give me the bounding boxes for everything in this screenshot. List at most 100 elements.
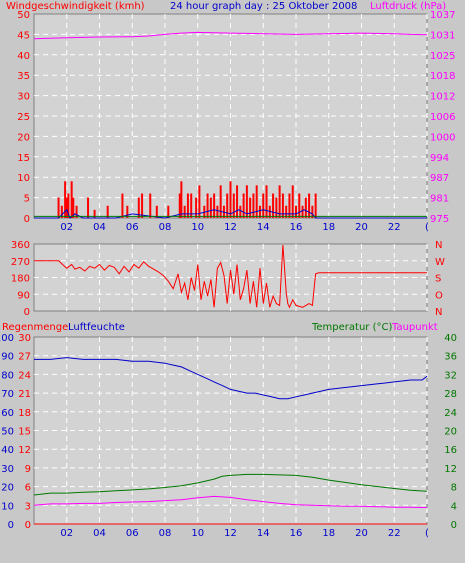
dewpoint-axis-title: Taupunkt <box>391 322 438 333</box>
rain-y-tick-label: 3 <box>25 501 31 512</box>
wind-bar <box>262 193 265 218</box>
temperature-y-tick-label: 20 <box>444 427 457 438</box>
temperature-y-tick-label: 24 <box>444 408 457 419</box>
pressure-y-tick-label: 1000 <box>430 132 455 143</box>
wind-bar <box>278 185 281 218</box>
wind-x-tick-label: 12 <box>224 222 237 233</box>
rain-y-tick-label: 30 <box>18 333 31 344</box>
pressure-y-tick-label: 975 <box>430 214 449 225</box>
wind-y-tick-label: 30 <box>17 92 30 103</box>
wind-bar <box>265 185 268 218</box>
wind-bar <box>87 197 90 218</box>
humidity-y-tick-label: 50 <box>1 427 14 438</box>
compass-tick-label: W <box>435 257 445 268</box>
wind-bar <box>209 197 212 218</box>
wind-bar <box>229 181 232 218</box>
humidity-y-tick-label: 80 <box>1 370 14 381</box>
humidity-y-tick-label: 40 <box>1 445 14 456</box>
wind-x-tick-label: 20 <box>355 222 368 233</box>
rain-y-tick-label: 0 <box>25 520 31 531</box>
pressure-y-tick-label: 994 <box>430 153 449 164</box>
dewpoint-line <box>33 495 428 509</box>
wind-bar <box>252 193 255 218</box>
temperature-axis-title: Temperatur (°C) <box>311 322 392 333</box>
climate-x-tick-label: 06 <box>126 528 139 539</box>
wind-y-tick-label: 0 <box>24 214 30 225</box>
wind-bar <box>239 205 242 218</box>
climate-x-tick-label: 12 <box>224 528 237 539</box>
climate-x-tick-label: 16 <box>290 528 303 539</box>
wind-bar <box>304 197 307 218</box>
wind-bar <box>190 193 193 218</box>
humidity-y-tick-label: 10 <box>1 501 14 512</box>
wind-bar <box>311 205 314 218</box>
wind-bar <box>60 205 63 218</box>
wind-x-tick-label: 10 <box>191 222 204 233</box>
direction-y-tick-label: 360 <box>11 240 30 251</box>
pressure-axis-title: Luftdruck (hPa) <box>370 1 446 12</box>
temperature-y-tick-label: 0 <box>451 520 457 531</box>
wind-bar <box>298 193 301 218</box>
wind-bar <box>126 205 129 218</box>
wind-bar <box>137 197 140 218</box>
wind-x-tick-label: 18 <box>322 222 335 233</box>
humidity-y-tick-label: 30 <box>1 464 14 475</box>
climate-x-tick-label: 08 <box>159 528 172 539</box>
pressure-y-tick-label: 1037 <box>430 10 455 21</box>
compass-tick-label: S <box>435 274 441 285</box>
rain-y-tick-label: 15 <box>18 427 31 438</box>
wind-y-tick-label: 40 <box>17 51 30 62</box>
rain-y-tick-label: 24 <box>18 370 31 381</box>
climate-x-tick-label: 20 <box>355 528 368 539</box>
temperature-y-tick-label: 16 <box>444 445 457 456</box>
wind-bar <box>70 181 73 218</box>
wind-bar <box>57 197 60 218</box>
wind-bar <box>149 193 152 218</box>
wind-bar <box>255 185 258 218</box>
wind-bar <box>206 193 209 218</box>
wind-bar <box>167 205 170 218</box>
wind-bar <box>249 197 252 218</box>
temperature-y-tick-label: 32 <box>444 370 457 381</box>
wind-bar <box>285 205 288 218</box>
wind-x-tick-label: 08 <box>159 222 172 233</box>
wind-x-tick-label: 04 <box>93 222 106 233</box>
pressure-y-tick-label: 1012 <box>430 92 455 103</box>
wind-bar <box>314 193 317 218</box>
wind-x-tick-label: 16 <box>290 222 303 233</box>
wind-bar <box>281 193 284 218</box>
wind-bar <box>236 185 239 218</box>
temperature-line <box>33 473 428 496</box>
wind-bar <box>67 193 70 218</box>
wind-bar <box>245 185 248 218</box>
chart-title: 24 hour graph day : 25 Oktober 2008 <box>170 1 357 12</box>
wind-bar <box>272 193 275 218</box>
climate-x-tick-label: 02 <box>60 528 73 539</box>
wind-x-tick-label: 06 <box>126 222 139 233</box>
humidity-y-tick-label: 20 <box>1 483 14 494</box>
wind-bar <box>75 205 78 218</box>
wind-x-tick-label: ( <box>425 222 429 233</box>
rain-y-tick-label: 21 <box>18 389 31 400</box>
wind-bar <box>93 209 96 218</box>
wind-direction-line <box>34 244 427 309</box>
temperature-y-tick-label: 36 <box>444 352 457 363</box>
wind-y-tick-label: 15 <box>17 153 30 164</box>
wind-bar <box>216 205 219 218</box>
wind-bar <box>295 205 297 218</box>
wind-bar <box>213 193 216 218</box>
wind-bar <box>155 205 158 218</box>
wind-bar <box>106 205 109 218</box>
rain-y-tick-label: 9 <box>25 464 31 475</box>
direction-y-tick-label: 0 <box>24 307 30 318</box>
humidity-y-tick-label: 90 <box>1 352 14 363</box>
climate-x-tick-label: 14 <box>257 528 270 539</box>
wind-bar <box>141 193 144 218</box>
compass-tick-label: N <box>435 240 442 251</box>
wind-bar <box>232 193 235 218</box>
pressure-line <box>33 31 428 40</box>
humidity-line <box>34 357 428 400</box>
direction-y-tick-label: 270 <box>11 257 30 268</box>
pressure-y-tick-label: 987 <box>430 173 449 184</box>
